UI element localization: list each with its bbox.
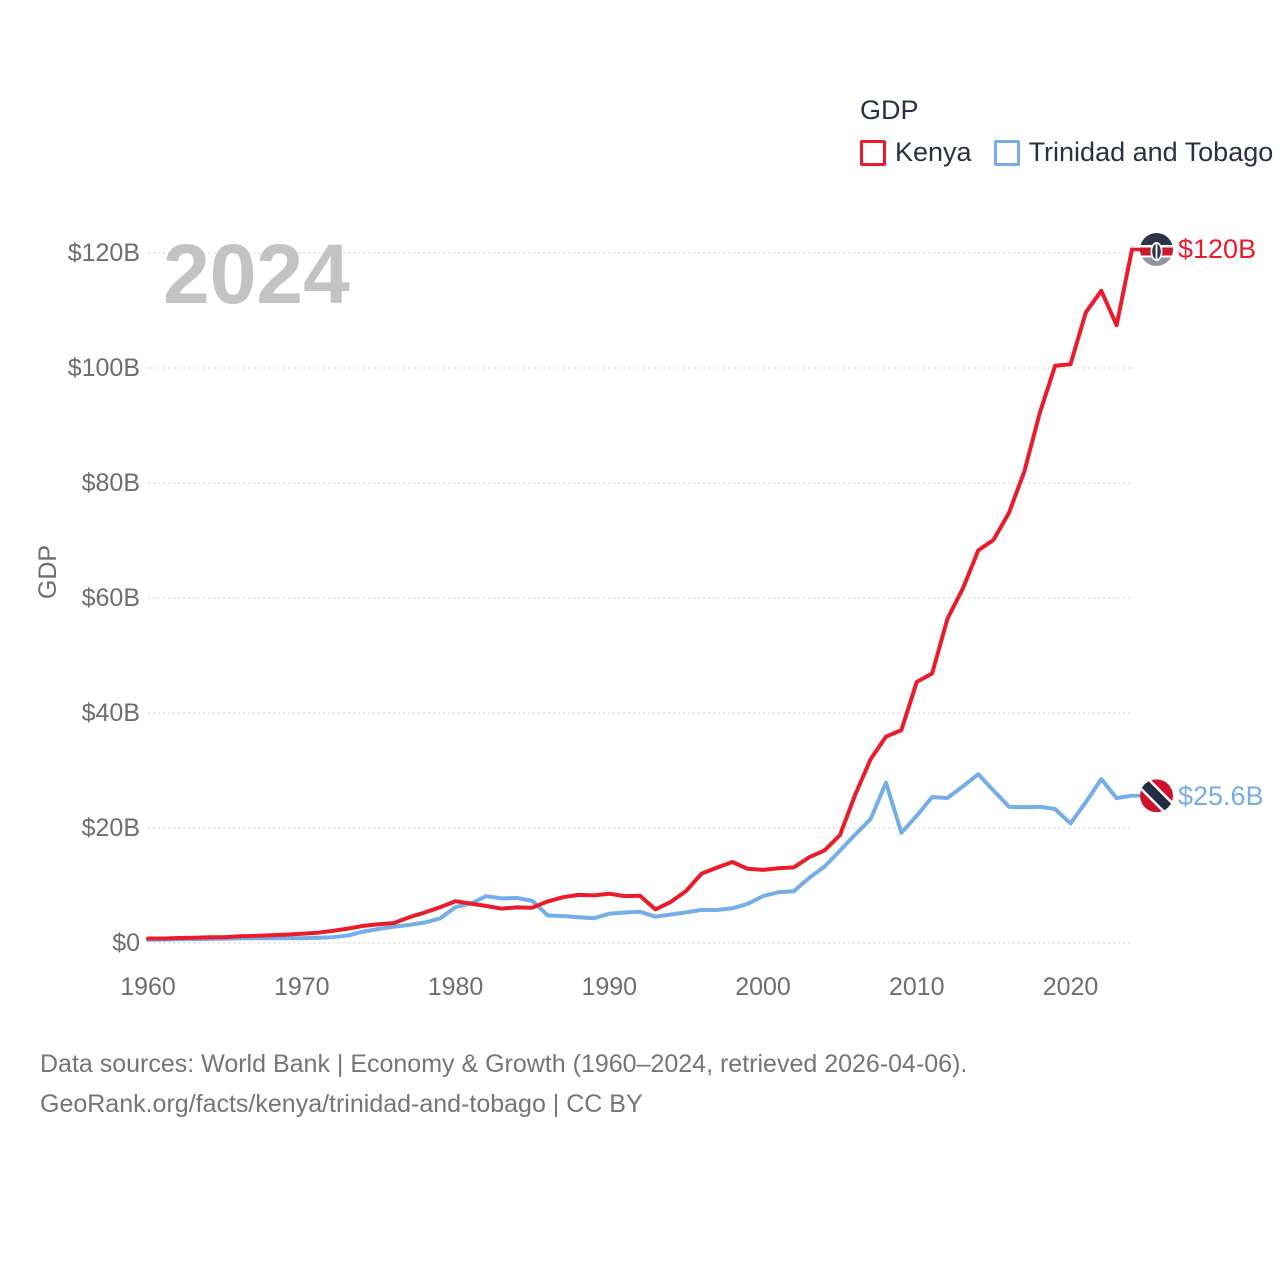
y-tick-label: $120B bbox=[67, 239, 140, 267]
legend-label-trinidad-and-tobago: Trinidad and Tobago bbox=[1028, 137, 1274, 167]
y-tick-label: $80B bbox=[81, 469, 140, 497]
x-tick-label: 1990 bbox=[581, 973, 638, 1001]
x-tick-label: 2000 bbox=[735, 973, 791, 1001]
footer: Data sources: World Bank | Economy & Gro… bbox=[40, 1044, 967, 1124]
kenya-end-value-label: $120B bbox=[1178, 234, 1257, 265]
trinidad-line[interactable] bbox=[146, 772, 1134, 942]
x-tick-label: 1960 bbox=[120, 973, 176, 1001]
legend-row: Kenya Trinidad and Tobago bbox=[860, 137, 1273, 168]
trinidad-end-value-label: $25.6B bbox=[1178, 780, 1264, 811]
legend-title: GDP bbox=[860, 95, 919, 125]
footer-url-line: GeoRank.org/facts/kenya/trinidad-and-tob… bbox=[40, 1090, 643, 1118]
watermark-year: 2024 bbox=[163, 227, 350, 321]
legend-label-kenya: Kenya bbox=[895, 137, 972, 167]
legend-item-kenya[interactable]: Kenya bbox=[860, 137, 972, 168]
gridlines bbox=[148, 252, 1132, 944]
legend: GDP Kenya Trinidad and Tobago bbox=[860, 95, 1273, 168]
y-tick-label: $60B bbox=[81, 584, 140, 612]
footer-source-line: Data sources: World Bank | Economy & Gro… bbox=[40, 1050, 968, 1078]
kenya-swatch-icon bbox=[860, 139, 886, 166]
kenya-flag-icon bbox=[1140, 232, 1173, 266]
legend-item-trinidad-and-tobago[interactable]: Trinidad and Tobago bbox=[993, 137, 1274, 168]
y-tick-label: $0 bbox=[112, 929, 140, 957]
x-tick-label: 1970 bbox=[273, 973, 330, 1001]
kenya-line[interactable] bbox=[146, 247, 1134, 941]
x-tick-label: 2020 bbox=[1042, 973, 1099, 1001]
trinidad-flag-icon bbox=[1140, 779, 1173, 813]
x-tick-label: 2010 bbox=[888, 973, 945, 1001]
y-tick-label: $40B bbox=[81, 699, 140, 727]
trinidad-swatch-icon bbox=[993, 139, 1020, 166]
y-tick-label: $100B bbox=[67, 354, 140, 382]
x-tick-label: 1980 bbox=[427, 973, 484, 1001]
y-tick-label: $20B bbox=[81, 814, 140, 842]
